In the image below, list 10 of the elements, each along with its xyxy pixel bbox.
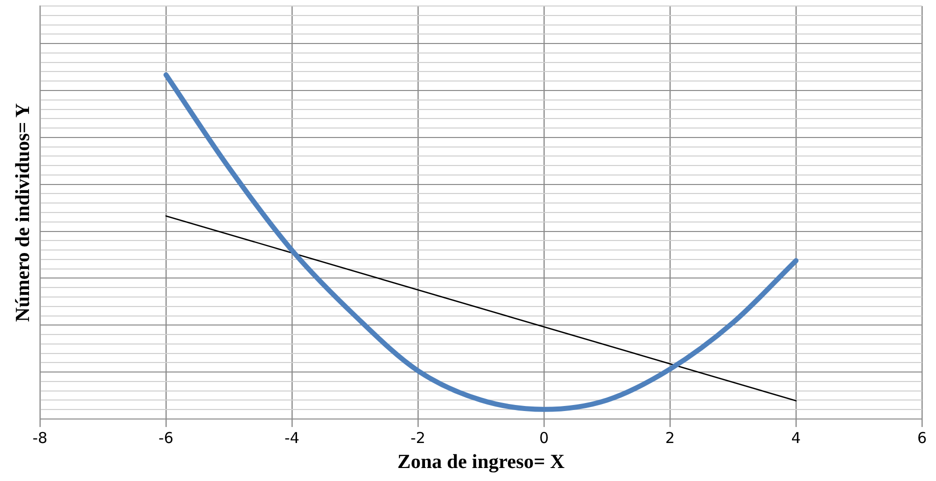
x-tick-label: 0 [539,428,549,447]
x-tick-label: -4 [284,428,300,447]
x-tick-label: 2 [665,428,675,447]
x-tick-label: 4 [791,428,801,447]
x-tick-label: -6 [158,428,174,447]
x-tick-label: 6 [917,428,927,447]
y-axis-title: Número de individuos= Y [12,102,34,322]
x-tick-label: -2 [410,428,426,447]
x-axis-title: Zona de ingreso= X [397,451,566,474]
x-tick-label: -8 [32,428,48,447]
